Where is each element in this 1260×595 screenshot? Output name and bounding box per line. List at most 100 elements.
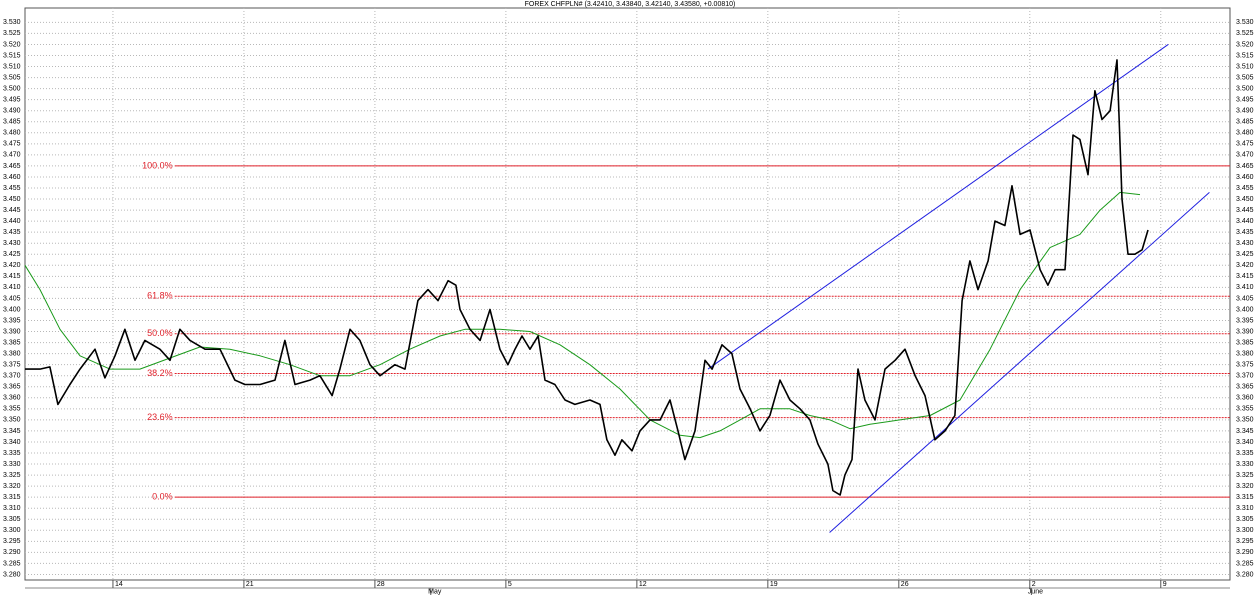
y-tick-label-right: 3.335 [1236, 450, 1254, 457]
y-tick-label-right: 3.310 [1236, 505, 1254, 512]
y-tick-label-right: 3.455 [1236, 185, 1254, 192]
y-tick-label: 3.520 [3, 41, 21, 48]
y-tick-label-right: 3.350 [1236, 417, 1254, 424]
y-tick-label: 3.305 [3, 516, 21, 523]
price-line [24, 191, 1141, 439]
y-tick-label: 3.410 [3, 284, 21, 291]
y-tick-label: 3.510 [3, 63, 21, 70]
y-tick-label-right: 3.420 [1236, 262, 1254, 269]
y-tick-label: 3.380 [3, 350, 21, 357]
x-tick-label: 21 [246, 581, 254, 588]
y-tick-label-right: 3.370 [1236, 373, 1254, 380]
x-tick-label: 5 [508, 581, 512, 588]
y-tick-label-right: 3.400 [1236, 306, 1254, 313]
y-tick-label-right: 3.465 [1236, 163, 1254, 170]
y-tick-label: 3.435 [3, 229, 21, 236]
y-tick-label-right: 3.315 [1236, 494, 1254, 501]
y-tick-label-right: 3.305 [1236, 516, 1254, 523]
channel-line [829, 192, 1210, 533]
y-tick-label-right: 3.360 [1236, 395, 1254, 402]
x-tick-label: 19 [770, 581, 778, 588]
fib-label: 50.0% [147, 328, 173, 338]
price-line [25, 59, 1149, 496]
fib-label: 61.8% [147, 291, 173, 301]
y-tick-label: 3.440 [3, 218, 21, 225]
x-tick-label: 12 [639, 581, 647, 588]
channel-line [707, 44, 1169, 370]
fib-label: 23.6% [147, 412, 173, 422]
y-tick-label: 3.455 [3, 185, 21, 192]
y-tick-label-right: 3.430 [1236, 240, 1254, 247]
y-tick-label-right: 3.340 [1236, 439, 1254, 446]
y-tick-label: 3.395 [3, 317, 21, 324]
x-tick-label: 28 [377, 581, 385, 588]
x-tick-label: 2 [1032, 581, 1036, 588]
plot-frame [24, 7, 1231, 581]
y-tick-label-right: 3.330 [1236, 461, 1254, 468]
y-tick-label-right: 3.460 [1236, 174, 1254, 181]
y-tick-label: 3.475 [3, 141, 21, 148]
y-tick-label: 3.490 [3, 108, 21, 115]
y-tick-label: 3.445 [3, 207, 21, 214]
y-tick-label: 3.460 [3, 174, 21, 181]
y-tick-label-right: 3.495 [1236, 96, 1254, 103]
y-tick-label-right: 3.395 [1236, 317, 1254, 324]
y-tick-label: 3.355 [3, 406, 21, 413]
y-tick-label: 3.415 [3, 273, 21, 280]
y-tick-label-right: 3.525 [1236, 30, 1254, 37]
y-tick-label: 3.385 [3, 339, 21, 346]
y-tick-label: 3.450 [3, 196, 21, 203]
y-tick-label: 3.390 [3, 328, 21, 335]
y-tick-label-right: 3.405 [1236, 295, 1254, 302]
y-tick-label: 3.420 [3, 262, 21, 269]
chart-title: FOREX CHFPLN# (3.42410, 3.43840, 3.42140… [525, 1, 736, 8]
y-tick-label-right: 3.365 [1236, 384, 1254, 391]
y-tick-label-right: 3.325 [1236, 472, 1254, 479]
y-tick-label: 3.425 [3, 251, 21, 258]
y-tick-label: 3.365 [3, 384, 21, 391]
y-tick-label: 3.300 [3, 527, 21, 534]
fib-label: 100.0% [142, 160, 173, 170]
y-tick-label: 3.335 [3, 450, 21, 457]
y-tick-label: 3.315 [3, 494, 21, 501]
y-tick-label: 3.405 [3, 295, 21, 302]
y-tick-label: 3.480 [3, 130, 21, 137]
y-tick-label-right: 3.295 [1236, 538, 1254, 545]
y-tick-label-right: 3.300 [1236, 527, 1254, 534]
month-label: May [428, 588, 442, 595]
y-tick-label-right: 3.390 [1236, 328, 1254, 335]
y-tick-label-right: 3.435 [1236, 229, 1254, 236]
y-tick-label: 3.485 [3, 119, 21, 126]
y-tick-label: 3.280 [3, 571, 21, 578]
y-tick-label-right: 3.490 [1236, 108, 1254, 115]
y-tick-label-right: 3.280 [1236, 571, 1254, 578]
y-tick-label-right: 3.320 [1236, 483, 1254, 490]
y-tick-label: 3.500 [3, 85, 21, 92]
y-tick-label: 3.430 [3, 240, 21, 247]
y-tick-label: 3.340 [3, 439, 21, 446]
y-tick-label-right: 3.380 [1236, 350, 1254, 357]
month-label: June [1028, 588, 1043, 595]
y-tick-label-right: 3.285 [1236, 560, 1254, 567]
y-tick-label-right: 3.480 [1236, 130, 1254, 137]
y-tick-label-right: 3.500 [1236, 85, 1254, 92]
y-tick-label-right: 3.410 [1236, 284, 1254, 291]
y-tick-label-right: 3.375 [1236, 362, 1254, 369]
y-tick-label: 3.375 [3, 362, 21, 369]
y-tick-label: 3.370 [3, 373, 21, 380]
y-tick-label: 3.495 [3, 96, 21, 103]
y-tick-label-right: 3.470 [1236, 152, 1254, 159]
y-tick-label-right: 3.510 [1236, 63, 1254, 70]
y-tick-label-right: 3.485 [1236, 119, 1254, 126]
y-tick-label-right: 3.445 [1236, 207, 1254, 214]
y-tick-label: 3.295 [3, 538, 21, 545]
y-tick-label: 3.320 [3, 483, 21, 490]
y-tick-label-right: 3.515 [1236, 52, 1254, 59]
y-tick-label-right: 3.425 [1236, 251, 1254, 258]
x-tick-label: 26 [901, 581, 909, 588]
y-tick-label: 3.330 [3, 461, 21, 468]
x-tick-label: 14 [115, 581, 123, 588]
y-tick-label: 3.400 [3, 306, 21, 313]
y-tick-label-right: 3.440 [1236, 218, 1254, 225]
y-tick-label-right: 3.415 [1236, 273, 1254, 280]
